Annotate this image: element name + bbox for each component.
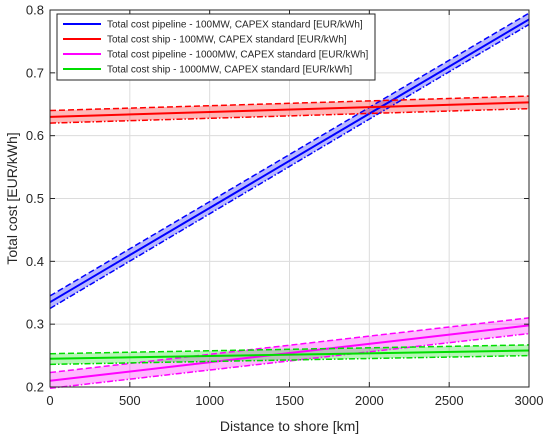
- x-tick-label: 2000: [355, 393, 384, 408]
- series-upper-line-2: [49, 95, 530, 112]
- x-tick-label: 2500: [435, 393, 464, 408]
- legend-label-4: Total cost ship - 1000MW, CAPEX standard…: [107, 65, 352, 76]
- y-tick-label: 0.4: [26, 254, 44, 269]
- y-tick-label: 0.8: [26, 3, 44, 18]
- series-lines: [49, 12, 530, 390]
- series-line-2: [49, 101, 530, 118]
- x-tick-label: 3000: [515, 393, 544, 408]
- legend-label-1: Total cost pipeline - 100MW, CAPEX stand…: [107, 20, 363, 31]
- series-lower-line-2: [49, 107, 530, 124]
- series-line-1: [49, 18, 530, 304]
- x-axis-title: Distance to shore [km]: [220, 418, 359, 434]
- y-tick-label: 0.2: [26, 380, 44, 395]
- series-lower-line-1: [49, 23, 530, 310]
- legend: Total cost pipeline - 100MW, CAPEX stand…: [56, 13, 376, 81]
- legend-label-3: Total cost pipeline - 1000MW, CAPEX stan…: [107, 50, 368, 61]
- series-lower-line-4: [49, 354, 530, 366]
- x-tick-label: 500: [119, 393, 141, 408]
- legend-label-2: Total cost ship - 100MW, CAPEX standard …: [107, 35, 347, 46]
- y-tick-label: 0.3: [26, 317, 44, 332]
- y-tick-label: 0.5: [26, 191, 44, 206]
- series-upper-line-3: [49, 317, 530, 374]
- series-upper-line-1: [49, 12, 530, 297]
- y-axis-title: Total cost [EUR/kWh]: [4, 132, 20, 264]
- y-tick-label: 0.6: [26, 128, 44, 143]
- x-tick-label: 0: [46, 393, 53, 408]
- x-tick-label: 1500: [275, 393, 304, 408]
- series-line-3: [49, 324, 530, 382]
- legend-box: [56, 13, 376, 81]
- x-tick-label: 1000: [195, 393, 224, 408]
- y-tick-label: 0.7: [26, 65, 44, 80]
- series-line-4: [49, 349, 530, 360]
- axis-ticks: 0 500 1000 1500 2000 2500 3000 0.2 0.3 0.4 0.5 0.6 0…: [26, 3, 544, 409]
- series-upper-line-4: [49, 344, 530, 355]
